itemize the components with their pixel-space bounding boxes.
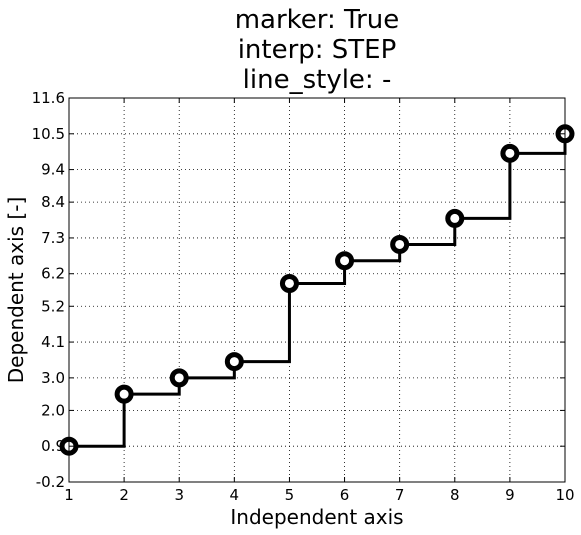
x-tick-label: 8 xyxy=(450,486,460,504)
data-point-marker xyxy=(169,368,189,388)
y-axis-label: Dependent axis [-] xyxy=(4,197,28,384)
data-point-marker xyxy=(500,143,520,163)
data-point-marker xyxy=(279,273,299,293)
x-tick-label: 7 xyxy=(395,486,405,504)
chart-title-line-3: line_style: - xyxy=(243,65,392,95)
y-tick-label: 5.2 xyxy=(41,297,65,315)
ticks xyxy=(68,97,566,483)
y-tick-label: 3.0 xyxy=(41,369,65,387)
y-tick-label: 10.5 xyxy=(32,125,65,143)
data-point-marker xyxy=(114,384,134,404)
x-tick-label: 3 xyxy=(174,486,184,504)
grid xyxy=(68,97,566,483)
y-tick-label: 2.0 xyxy=(41,401,65,419)
y-tick-label: 8.4 xyxy=(41,193,65,211)
y-tick-label: 4.1 xyxy=(41,333,65,351)
plot-frame xyxy=(68,97,566,483)
data-point-marker xyxy=(224,352,244,372)
x-tick-label: 4 xyxy=(230,486,240,504)
x-tick-label: 9 xyxy=(505,486,515,504)
x-tick-labels: 1 2 3 4 5 6 7 8 9 10 xyxy=(64,486,574,504)
y-tick-label: 7.3 xyxy=(41,229,65,247)
y-tick-labels: -0.2 0.9 2.0 3.0 4.1 5.2 6.2 7.3 8.4 9.4 10.5 11.6 xyxy=(32,89,65,491)
y-tick-label: 9.4 xyxy=(41,161,65,179)
series-line xyxy=(69,133,567,448)
chart-title-line-2: interp: STEP xyxy=(238,35,397,65)
series xyxy=(59,124,575,456)
data-point-marker xyxy=(390,234,410,254)
x-tick-label: 1 xyxy=(64,486,74,504)
data-point-marker xyxy=(445,208,465,228)
chart-title: marker: True interp: STEP line_style: - xyxy=(235,5,400,95)
y-tick-label: -0.2 xyxy=(36,473,65,491)
y-tick-label: 11.6 xyxy=(32,89,65,107)
y-tick-label: 0.9 xyxy=(41,437,65,455)
x-tick-label: 6 xyxy=(340,486,350,504)
x-axis-label: Independent axis xyxy=(230,505,403,529)
x-tick-label: 5 xyxy=(285,486,295,504)
x-tick-label: 2 xyxy=(119,486,129,504)
y-tick-label: 6.2 xyxy=(41,265,65,283)
chart-title-line-1: marker: True xyxy=(235,5,400,35)
x-tick-label: 10 xyxy=(555,486,574,504)
data-point-marker xyxy=(335,251,355,271)
